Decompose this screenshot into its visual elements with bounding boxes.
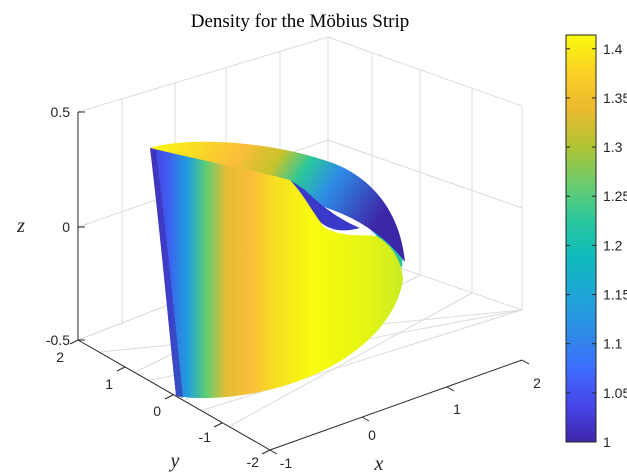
colorbar-tick-label: 1.1 (603, 336, 623, 352)
y-tick-label: -1 (199, 429, 212, 445)
y-axis-ticks: 2 1 0 -1 -2 (56, 339, 271, 470)
surface-top-band (150, 141, 405, 262)
x-axis-label: x (374, 453, 384, 474)
z-tick-label: 0.5 (51, 104, 71, 120)
y-tick-label: 2 (56, 349, 64, 365)
colorbar-tick-label: 1.2 (603, 237, 623, 253)
z-axis-ticks: 0.5 0 -0.5 (46, 104, 85, 348)
x-axis-ticks: -1 0 1 2 (269, 359, 541, 471)
y-tick-label: 0 (153, 403, 161, 419)
axis-box-edges (77, 112, 523, 451)
y-axis-label: y (169, 450, 180, 472)
surface-front-band (150, 148, 403, 399)
colorbar-tick-label: 1.3 (603, 139, 623, 155)
colorbar-tick-label: 1.15 (603, 287, 627, 303)
z-axis-label: z (16, 215, 25, 237)
x-tick-label: 0 (368, 427, 376, 443)
chart-title: Density for the Möbius Strip (191, 11, 410, 32)
colorbar-tick-label: 1.4 (603, 41, 623, 57)
colorbar-ticks: 1 1.05 1.1 1.15 1.2 1.25 1.3 1.35 1.4 (566, 41, 627, 450)
surface-left-edge (150, 148, 183, 398)
colorbar-tick-label: 1 (603, 434, 611, 450)
colorbar-fill (565, 34, 597, 443)
colorbar-tick-label: 1.25 (603, 188, 627, 204)
z-tick-label: -0.5 (46, 332, 70, 348)
colorbar-tick-label: 1.05 (603, 385, 627, 401)
colorbar: 1 1.05 1.1 1.15 1.2 1.25 1.3 1.35 1.4 (565, 34, 627, 450)
x-tick-label: 1 (453, 401, 461, 417)
z-tick-label: 0 (62, 219, 70, 235)
surface-twist (290, 180, 360, 231)
colorbar-tick-label: 1.35 (603, 90, 627, 106)
x-tick-label: -1 (280, 455, 293, 471)
mobius-strip-surface (150, 141, 405, 399)
x-tick-label: 2 (533, 375, 541, 391)
y-tick-label: -2 (247, 454, 260, 470)
y-tick-label: 1 (105, 376, 113, 392)
